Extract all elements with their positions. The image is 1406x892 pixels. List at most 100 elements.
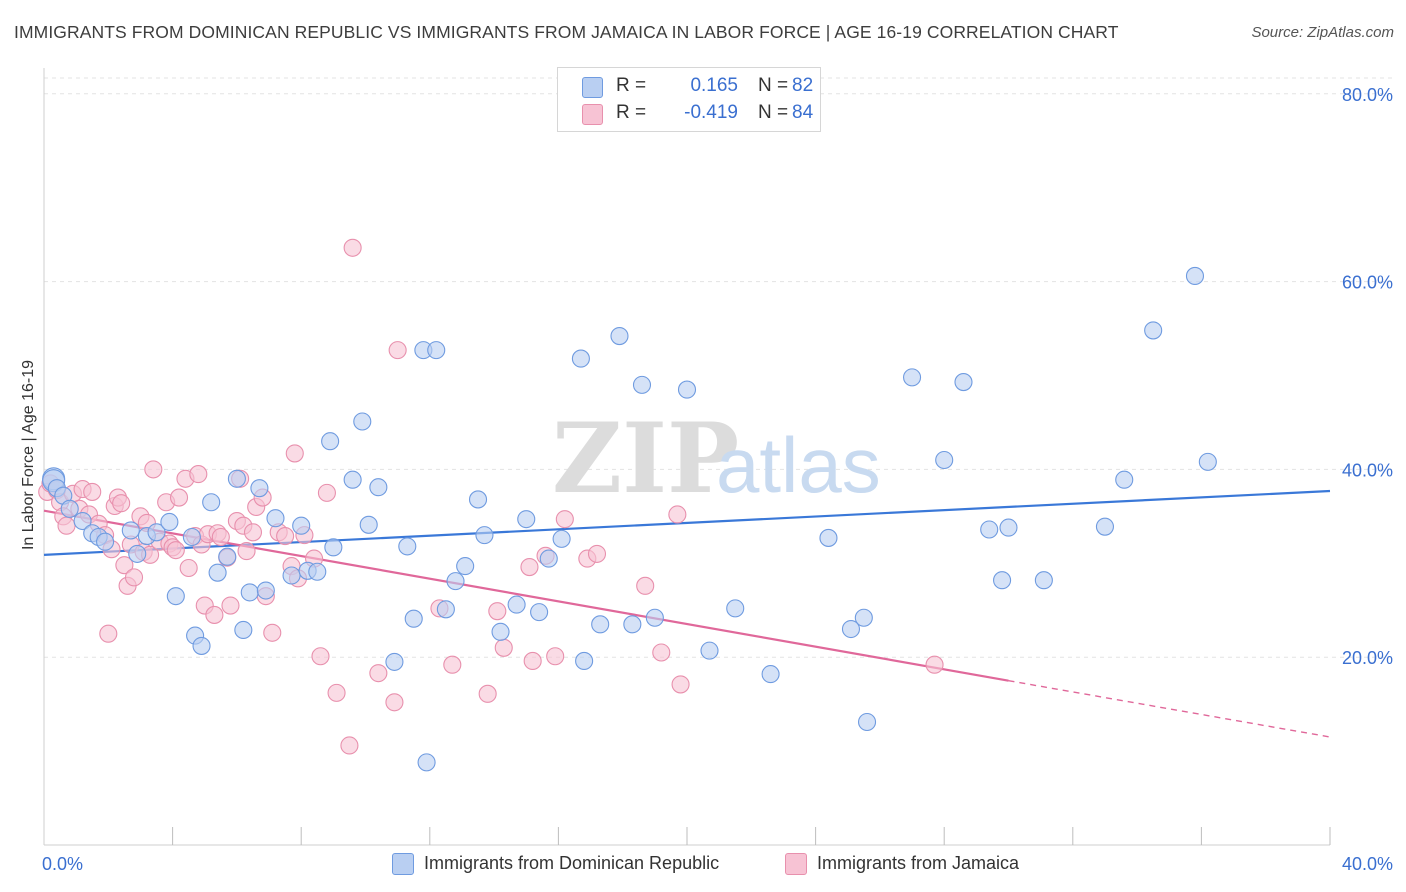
point-jamaica <box>671 675 690 694</box>
point-dominican <box>128 544 147 563</box>
point-dominican <box>73 511 92 531</box>
point-dominican <box>1185 266 1205 286</box>
point-jamaica <box>211 527 230 547</box>
point-dominican <box>610 326 629 346</box>
point-dominican <box>427 341 446 360</box>
point-dominican <box>571 349 590 368</box>
watermark-zip: ZIP <box>552 402 739 515</box>
point-jamaica <box>243 523 263 542</box>
point-dominican <box>1115 470 1134 489</box>
point-jamaica <box>494 638 513 657</box>
point-jamaica <box>276 527 295 546</box>
point-dominican <box>819 528 838 547</box>
point-dominican <box>954 373 973 392</box>
point-dominican <box>726 599 745 618</box>
legend-n-label: N = <box>758 75 789 96</box>
point-dominican <box>1144 321 1163 340</box>
y-tick-label: 80.0% <box>1342 85 1393 105</box>
point-jamaica <box>263 623 282 642</box>
grid-lines <box>44 77 1392 658</box>
point-dominican <box>256 581 275 600</box>
legend-r-label: R = <box>616 75 647 96</box>
point-dominican <box>645 608 664 627</box>
point-jamaica <box>340 736 359 755</box>
y-tick-label: 40.0% <box>1342 460 1393 480</box>
point-dominican <box>623 615 642 634</box>
point-dominican <box>517 510 536 529</box>
axes <box>43 68 1331 846</box>
point-jamaica <box>169 488 189 507</box>
point-dominican <box>539 549 558 568</box>
y-tick-label: 20.0% <box>1342 648 1393 668</box>
legend-r-value: 0.165 <box>690 75 738 96</box>
point-jamaica <box>555 510 574 529</box>
point-dominican <box>208 563 227 582</box>
point-dominican <box>250 479 269 498</box>
bottom-legend-label: Immigrants from Dominican Republic <box>424 853 720 873</box>
point-dominican <box>468 490 488 509</box>
point-jamaica <box>652 643 671 662</box>
point-jamaica <box>317 483 336 502</box>
y-tick-label: 60.0% <box>1342 273 1393 293</box>
point-dominican <box>121 521 140 540</box>
point-jamaica <box>285 444 304 463</box>
point-dominican <box>266 509 285 528</box>
point-dominican <box>677 380 697 399</box>
point-dominican <box>456 557 475 576</box>
point-dominican <box>507 595 526 614</box>
point-dominican <box>96 532 115 551</box>
bottom-legend-label: Immigrants from Jamaica <box>817 853 1020 873</box>
stats-legend: R = 0.165 N = 82 R = -0.419 N = 84 <box>557 67 821 132</box>
point-jamaica <box>112 494 131 513</box>
trend-line-jamaica-extension <box>1008 679 1331 738</box>
point-dominican <box>475 526 494 545</box>
point-dominican <box>1198 452 1217 471</box>
point-dominican <box>192 636 211 655</box>
point-jamaica <box>523 651 542 671</box>
point-dominican <box>218 547 237 566</box>
point-dominican <box>359 515 378 534</box>
point-dominican <box>234 620 253 640</box>
point-jamaica <box>99 624 118 643</box>
point-jamaica <box>221 596 240 615</box>
point-dominican <box>632 375 652 394</box>
point-dominican <box>202 493 221 512</box>
point-jamaica <box>443 655 462 674</box>
point-jamaica <box>237 542 256 561</box>
point-dominican <box>700 641 719 660</box>
point-jamaica <box>124 568 144 587</box>
point-dominican <box>324 538 343 557</box>
x-tick-label: 0.0% <box>42 854 83 874</box>
point-jamaica <box>925 655 944 674</box>
point-jamaica <box>636 576 655 595</box>
point-dominican <box>436 600 455 619</box>
legend-swatch-pink <box>582 104 603 125</box>
bottom-legend-swatch-blue <box>392 853 414 875</box>
point-jamaica <box>478 684 497 703</box>
point-dominican <box>761 665 780 684</box>
point-dominican <box>240 583 259 602</box>
point-dominican <box>993 571 1012 590</box>
point-dominican <box>1034 571 1053 590</box>
point-dominican <box>160 512 179 532</box>
point-jamaica <box>369 664 388 683</box>
point-dominican <box>980 520 999 539</box>
point-dominican <box>282 566 301 585</box>
point-dominican <box>385 652 404 671</box>
point-jamaica <box>189 465 208 484</box>
point-jamaica <box>343 238 362 257</box>
point-jamaica <box>388 341 407 360</box>
point-dominican <box>1095 517 1114 536</box>
point-jamaica <box>327 683 346 702</box>
point-dominican <box>857 712 877 732</box>
point-dominican <box>491 622 510 641</box>
watermark-atlas: atlas <box>716 421 881 509</box>
chart-title: IMMIGRANTS FROM DOMINICAN REPUBLIC VS IM… <box>14 22 1119 42</box>
point-dominican <box>417 753 436 772</box>
point-dominican <box>166 587 185 606</box>
point-jamaica <box>668 505 687 524</box>
point-dominican <box>398 537 417 556</box>
point-dominican <box>552 529 571 548</box>
point-dominican <box>369 478 388 497</box>
